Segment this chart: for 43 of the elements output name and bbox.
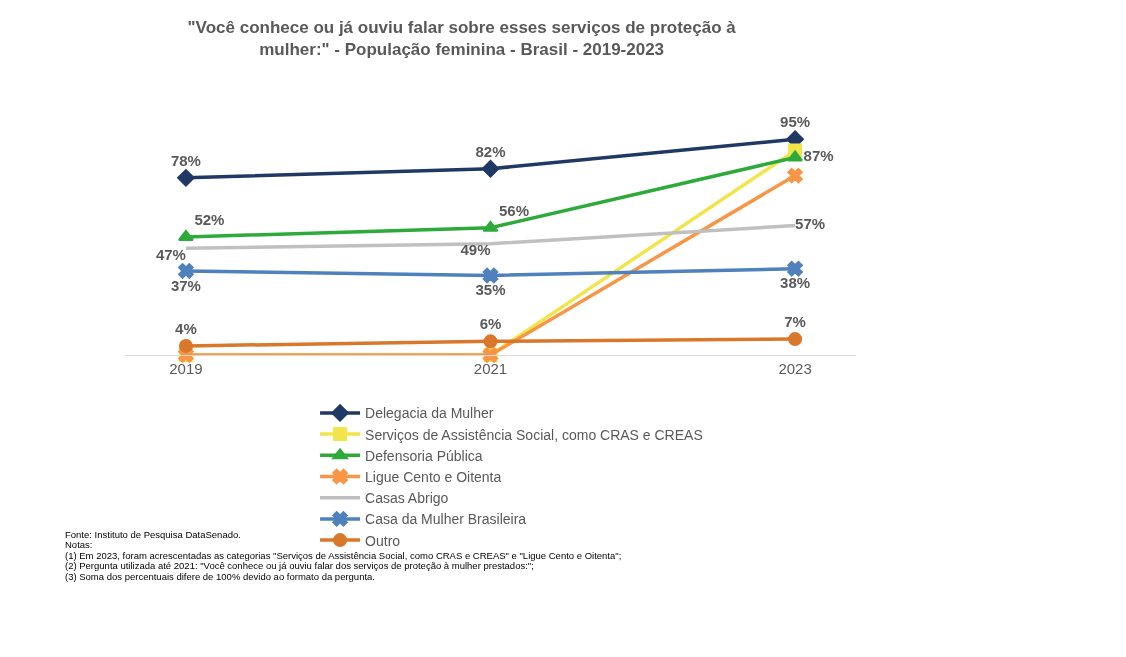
text: Notas: <box>65 539 93 550</box>
legend-label: Delegacia da Mulher <box>365 405 494 422</box>
data-label: 49% <box>460 240 491 258</box>
legend-label: Ligue Cento e Oitenta <box>365 468 502 485</box>
point <box>177 169 195 187</box>
data-label: 38% <box>780 274 811 292</box>
legend-label: Serviços de Assistência Social, como CRAS e CREAS <box>365 426 703 443</box>
text: (3) Soma dos percentuais difere de 100% devido ao formato da pergunta. <box>65 571 375 582</box>
text: (1) Em 2023, foram acrescentadas as categorias "Serviços de Assistência Social, como CRAS e CREAS" e "Ligue Cento e Oitenta"; <box>65 550 622 561</box>
point <box>481 159 500 178</box>
data-label: 6% <box>479 315 502 333</box>
point <box>787 260 803 277</box>
data-label: 7% <box>784 312 806 330</box>
source-note: Fonte: Instituto de Pesquisa DataSenado. <box>65 529 241 540</box>
data-label: 37% <box>170 276 201 294</box>
point <box>483 334 498 349</box>
data-label: 95% <box>780 113 811 130</box>
data-label: 35% <box>475 281 506 299</box>
legend-label: Casas Abrigo <box>365 490 449 507</box>
data-label: 78% <box>170 151 201 169</box>
point <box>178 338 193 353</box>
data-label: 56% <box>499 201 530 219</box>
data-label: 87% <box>803 147 834 165</box>
data-label: 52% <box>194 210 225 228</box>
data-label: 47% <box>155 245 186 263</box>
text: (2) Pergunta utilizada até 2021: "Você conhece ou já ouviu falar dos serviços de proteção à mulher prestados:"; <box>65 560 534 571</box>
data-label: 82% <box>475 142 506 160</box>
x-tick-label: 2019 <box>169 360 203 377</box>
point <box>177 229 194 241</box>
data-label: 57% <box>795 215 826 233</box>
legend-label: Defensoria Pública <box>365 447 483 464</box>
data-label: 4% <box>175 319 197 337</box>
point <box>787 150 804 162</box>
point <box>482 267 499 284</box>
legend-label: Outro <box>365 532 401 549</box>
point <box>482 220 499 232</box>
chart-title: "Você conhece ou já ouviu falar sobre esses serviços de proteção à mulher:" - População feminina - Brasil - 2019-2023 <box>187 17 737 59</box>
legend-label: Casa da Mulher Brasileira <box>365 511 527 528</box>
x-tick-label: 2021 <box>473 360 508 377</box>
point <box>787 167 803 184</box>
x-tick-label: 2023 <box>778 360 812 377</box>
point <box>178 263 194 279</box>
point <box>788 332 803 347</box>
